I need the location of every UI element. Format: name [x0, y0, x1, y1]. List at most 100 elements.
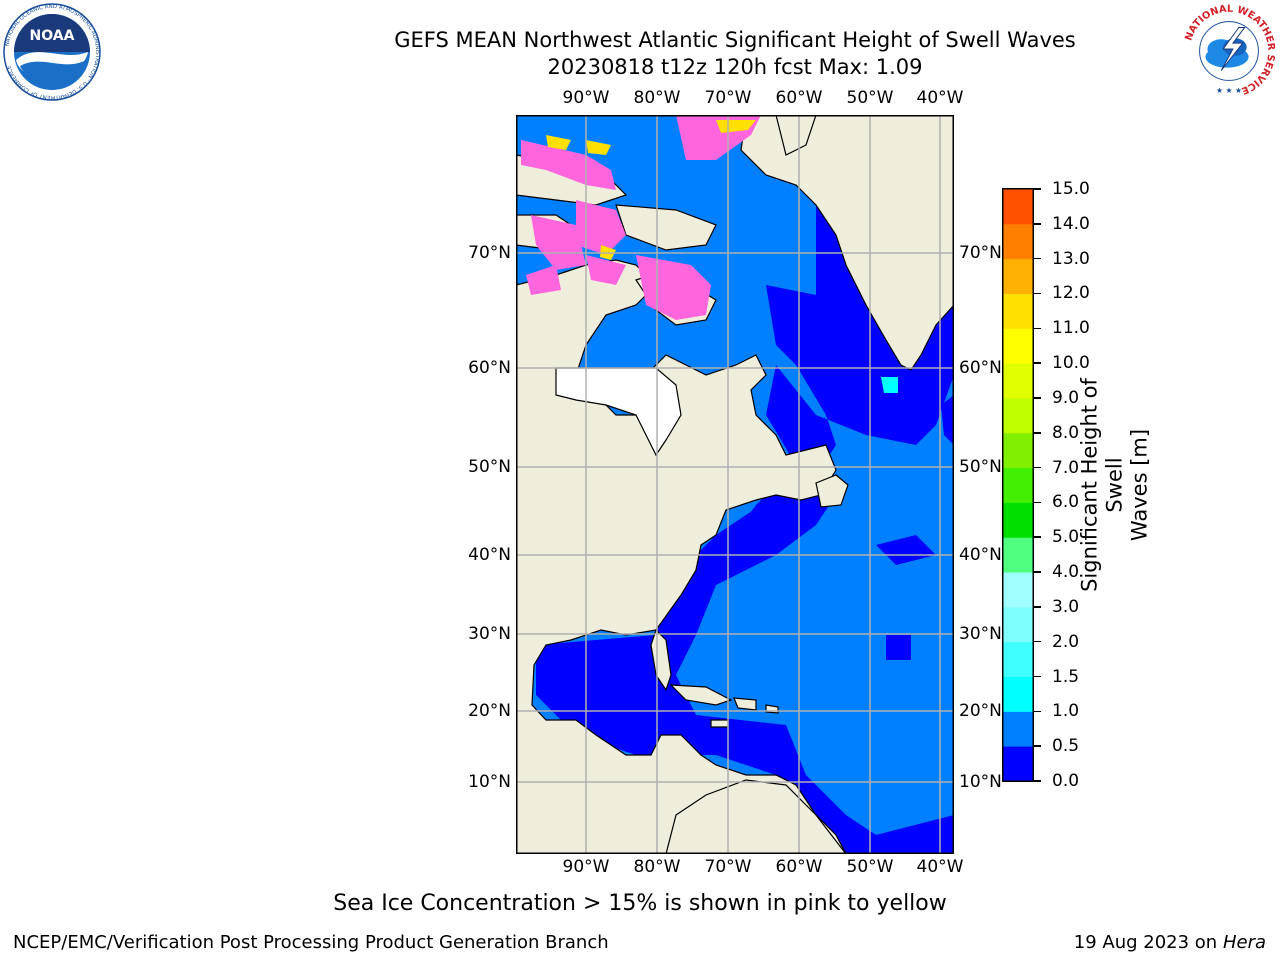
map-subtitle: 20230818 t12z 120h fcst Max: 1.09 — [547, 55, 923, 79]
lon-label-top: 80°W — [633, 88, 681, 108]
lat-label-right: 20°N — [959, 701, 1002, 721]
colorbar-tick-mark — [1034, 675, 1041, 678]
colorbar-tick-mark — [1034, 640, 1041, 643]
masked-region — [555, 367, 682, 457]
colorbar-tick-label: 0.0 — [1052, 771, 1080, 791]
lon-label-bottom: 50°W — [846, 857, 894, 877]
footer-host: Hera — [1222, 932, 1266, 953]
lon-label-bottom: 80°W — [633, 857, 681, 877]
sea-ice-note: Sea Ice Concentration > 15% is shown in … — [333, 891, 947, 916]
colorbar-tick-label: 0.5 — [1052, 736, 1080, 757]
lon-label-bottom: 90°W — [562, 857, 610, 877]
noaa-logo: NOAA NATIONAL OCEANIC AND ATMOSPHERIC AD… — [3, 3, 101, 101]
colorbar-segment — [1003, 397, 1033, 434]
colorbar-tick-mark — [1034, 432, 1041, 434]
gridlines — [516, 115, 954, 854]
colorbar-segment — [1003, 363, 1033, 399]
colorbar-tick-mark — [1034, 780, 1041, 782]
colorbar-tick-label: 15.0 — [1052, 179, 1090, 199]
colorbar-tick-label: 2.0 — [1052, 631, 1080, 652]
colorbar-tick-label: 11.0 — [1052, 318, 1090, 339]
lat-label-left: 50°N — [468, 457, 511, 477]
colorbar-tick-mark — [1034, 745, 1041, 747]
colorbar-segment — [1003, 711, 1033, 747]
footer-date-text: 19 Aug 2023 on — [1073, 932, 1218, 953]
lat-label-left: 60°N — [468, 358, 511, 378]
lon-label-bottom: 70°W — [704, 857, 752, 877]
map-panel — [516, 115, 954, 854]
nws-logo: NATIONAL WEATHER SERVICE ★ ★ ★ — [1181, 4, 1276, 99]
map-border — [516, 115, 954, 854]
lat-label-left: 20°N — [468, 701, 511, 721]
lon-label-bottom: 40°W — [916, 857, 964, 877]
colorbar-tick-mark — [1034, 710, 1041, 713]
lon-label-top: 60°W — [775, 88, 823, 108]
colorbar-tick-mark — [1034, 327, 1041, 330]
colorbar-segment — [1003, 432, 1033, 469]
sea-ice-region — [521, 115, 761, 320]
lat-label-left: 40°N — [468, 545, 511, 565]
lon-label-bottom: 60°W — [775, 857, 823, 877]
footer-credit: NCEP/EMC/Verification Post Processing Pr… — [13, 932, 609, 953]
colorbar-tick-label: 8.0 — [1052, 422, 1080, 443]
colorbar-tick-label: 1.0 — [1052, 701, 1080, 722]
colorbar-segment — [1003, 502, 1033, 538]
colorbar-tick-mark — [1034, 188, 1041, 190]
colorbar-tick-label: 12.0 — [1052, 283, 1090, 304]
lat-label-right: 70°N — [959, 243, 1002, 263]
colorbar-tick-label: 10.0 — [1052, 353, 1090, 374]
lat-label-left: 10°N — [468, 772, 511, 792]
colorbar — [1002, 188, 1034, 782]
cyan-patch-labrador — [881, 377, 898, 393]
colorbar-tick-mark — [1034, 223, 1041, 225]
colorbar-segment — [1003, 258, 1033, 294]
colorbar-segment — [1003, 223, 1033, 260]
colorbar-segment — [1003, 537, 1033, 573]
colorbar-title: Significant Height of Swell Waves [m] — [1078, 355, 1153, 615]
lat-label-right: 40°N — [959, 545, 1002, 565]
colorbar-segment — [1003, 606, 1033, 643]
colorbar-tick-label: 1.5 — [1052, 666, 1080, 687]
colorbar-tick-label: 9.0 — [1052, 387, 1080, 408]
colorbar-segment — [1003, 467, 1033, 503]
colorbar-tick-label: 3.0 — [1052, 596, 1080, 617]
lat-label-right: 10°N — [959, 772, 1002, 792]
colorbar-segment — [1003, 189, 1033, 225]
colorbar-segment — [1003, 572, 1033, 608]
colorbar-title-line2: Waves [m] — [1127, 428, 1152, 542]
lat-label-right: 30°N — [959, 624, 1002, 644]
svg-text:★ ★ ★: ★ ★ ★ — [1216, 86, 1242, 95]
lat-label-right: 60°N — [959, 358, 1002, 378]
lon-label-top: 40°W — [916, 88, 964, 108]
colorbar-segment — [1003, 676, 1033, 712]
lat-label-left: 70°N — [468, 243, 511, 263]
colorbar-segment — [1003, 328, 1033, 364]
footer-date: 19 Aug 2023 on Hera — [1074, 932, 1266, 953]
colorbar-tick-mark — [1034, 606, 1041, 608]
colorbar-segment — [1003, 641, 1033, 678]
lon-label-top: 90°W — [562, 88, 610, 108]
colorbar-tick-mark — [1034, 501, 1041, 504]
colorbar-tick-label: 5.0 — [1052, 527, 1080, 548]
colorbar-tick-mark — [1034, 466, 1041, 469]
lon-label-top: 50°W — [846, 88, 894, 108]
low-swell-region — [536, 115, 954, 854]
colorbar-tick-label: 7.0 — [1052, 457, 1080, 478]
map-title: GEFS MEAN Northwest Atlantic Significant… — [394, 28, 1076, 52]
colorbar-title-line1: Significant Height of Swell — [1077, 378, 1127, 592]
colorbar-segment — [1003, 746, 1033, 782]
colorbar-tick-mark — [1034, 571, 1041, 573]
colorbar-tick-label: 13.0 — [1052, 248, 1090, 269]
noaa-logo-text: NOAA — [30, 28, 75, 44]
colorbar-segment — [1003, 293, 1033, 329]
colorbar-tick-mark — [1034, 362, 1041, 364]
colorbar-tick-label: 14.0 — [1052, 213, 1090, 234]
lon-label-top: 70°W — [704, 88, 752, 108]
colorbar-tick-mark — [1034, 292, 1041, 295]
lat-label-left: 30°N — [468, 624, 511, 644]
colorbar-tick-mark — [1034, 257, 1041, 260]
lat-label-right: 50°N — [959, 457, 1002, 477]
colorbar-tick-mark — [1034, 397, 1041, 399]
colorbar-tick-label: 4.0 — [1052, 562, 1080, 583]
colorbar-tick-label: 6.0 — [1052, 492, 1080, 513]
